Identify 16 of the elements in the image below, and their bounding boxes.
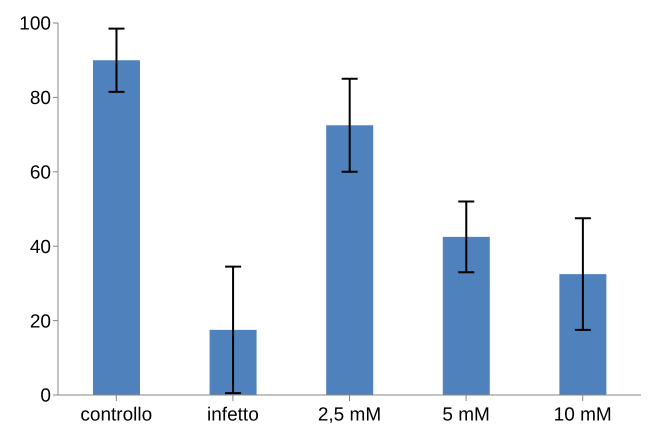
x-tick-label: 10 mM	[554, 404, 612, 426]
y-tick-label: 60	[30, 162, 51, 184]
x-tick-label: 5 mM	[442, 404, 490, 426]
y-tick-label: 80	[30, 88, 51, 110]
y-tick-label: 40	[30, 236, 51, 258]
x-tick-label: controllo	[80, 404, 152, 426]
bar	[559, 274, 606, 395]
bar	[92, 60, 140, 395]
bar	[210, 330, 257, 395]
bar	[326, 125, 374, 395]
x-tick-label: 2,5 mM	[318, 404, 382, 426]
x-tick-label: infetto	[207, 404, 259, 426]
bar	[442, 236, 490, 395]
y-tick-label: 100	[19, 14, 51, 35]
y-tick-label: 0	[40, 386, 51, 407]
y-tick-label: 20	[30, 311, 51, 332]
